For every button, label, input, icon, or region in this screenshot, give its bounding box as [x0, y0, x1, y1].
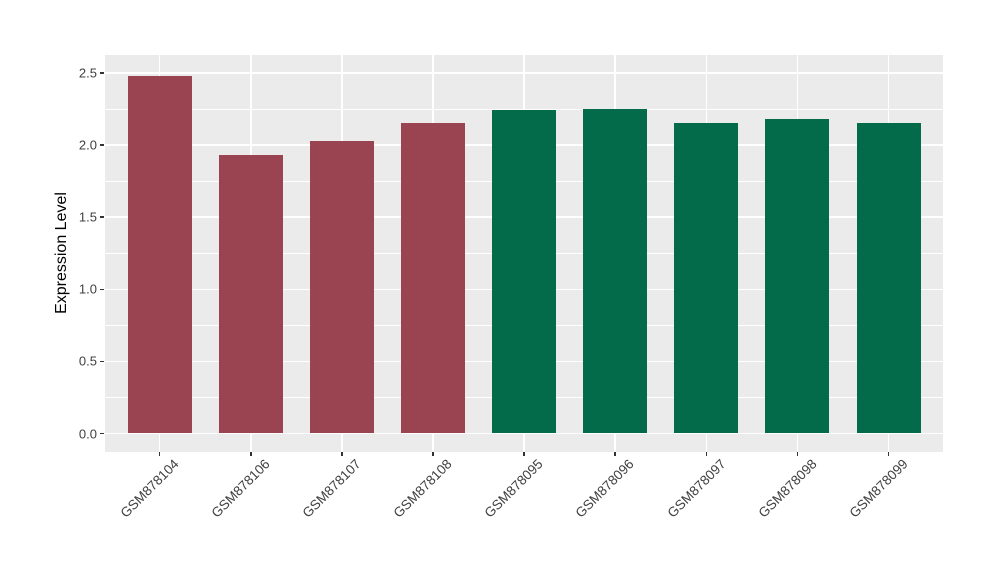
bar-GSM878107: [309, 140, 374, 434]
x-tick-label: GSM878097: [663, 456, 729, 521]
x-tick-label: GSM878095: [481, 456, 547, 521]
y-tick-label: 0.0: [78, 426, 97, 441]
x-tick-mark: [705, 452, 708, 456]
x-tick-mark: [614, 452, 616, 456]
bar-GSM878096: [583, 109, 648, 434]
x-tick-mark: [250, 452, 252, 456]
x-tick-label: GSM878098: [755, 456, 820, 521]
x-tick-label: GSM878106: [208, 456, 273, 521]
y-tick-mark: [100, 360, 104, 363]
x-tick-label: GSM878099: [846, 456, 911, 521]
y-tick-label: 2.5: [78, 65, 97, 81]
y-tick-mark: [100, 432, 104, 435]
bar-GSM878106: [218, 155, 283, 434]
x-tick-mark: [341, 452, 343, 456]
x-tick-label: GSM878096: [572, 456, 638, 521]
x-tick-mark: [796, 452, 799, 456]
x-tick-mark: [887, 452, 890, 456]
y-tick-label: 1.0: [78, 281, 97, 297]
x-tick-label: GSM878108: [390, 456, 455, 521]
bar-GSM878104: [127, 75, 192, 434]
plot-panel: [105, 55, 943, 452]
bar-GSM878098: [765, 119, 830, 434]
y-tick-label: 2.0: [78, 137, 97, 153]
y-tick-mark: [100, 216, 104, 218]
y-tick-label: 1.5: [78, 209, 97, 225]
x-tick-label: GSM878104: [117, 456, 182, 521]
y-tick-mark: [100, 144, 104, 146]
x-tick-mark: [432, 452, 434, 456]
y-tick-mark: [100, 72, 104, 74]
bar-GSM878108: [401, 123, 465, 434]
x-tick-mark: [523, 452, 525, 456]
bar-GSM878099: [856, 123, 921, 434]
y-tick-label: 0.5: [78, 353, 97, 369]
bar-GSM878095: [492, 110, 557, 434]
x-tick-mark: [158, 452, 161, 456]
y-axis-title: Expression Level: [53, 192, 70, 314]
x-tick-label: GSM878107: [299, 456, 364, 521]
y-tick-mark: [100, 288, 104, 291]
bar-GSM878097: [674, 123, 739, 434]
